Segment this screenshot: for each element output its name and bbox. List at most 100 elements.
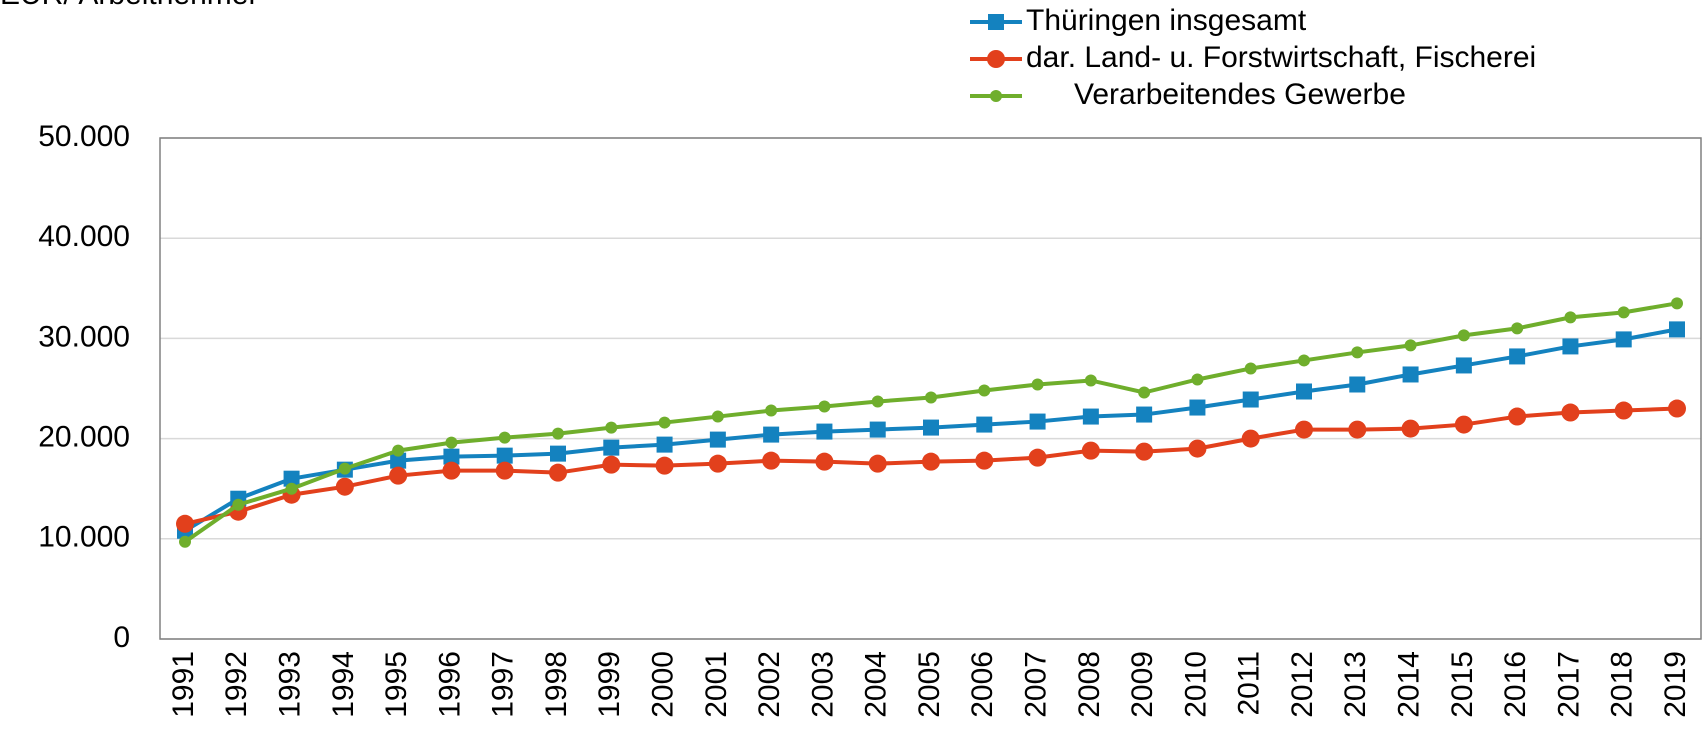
x-tick-label: 2012 <box>1286 651 1319 718</box>
data-point <box>1082 408 1099 425</box>
data-point <box>1404 339 1417 352</box>
data-point <box>603 439 620 456</box>
x-tick-label: 2005 <box>913 651 946 718</box>
data-point <box>1348 420 1367 439</box>
x-tick-label: 1998 <box>540 651 573 718</box>
data-point <box>389 466 408 485</box>
data-point <box>1029 413 1046 430</box>
plot-frame <box>159 137 1702 640</box>
x-tick-label: 2009 <box>1126 651 1159 718</box>
legend-label: dar. Land- u. Forstwirtschaft, Fischerei <box>1026 41 1536 74</box>
data-point <box>338 462 351 475</box>
legend-marker <box>987 50 1005 68</box>
data-point <box>762 451 781 470</box>
data-point <box>232 498 245 511</box>
x-tick-label: 2002 <box>753 651 786 718</box>
data-point <box>1136 406 1153 423</box>
y-axis-label: EUR/ Arbeitnehmer <box>0 0 258 11</box>
x-tick-label: 1997 <box>487 651 520 718</box>
data-point <box>1457 329 1470 342</box>
data-point <box>1668 399 1686 418</box>
data-point <box>1401 419 1420 438</box>
y-tick-label: 10.000 <box>38 521 130 554</box>
x-tick-label: 1994 <box>327 651 360 718</box>
data-point <box>1562 338 1579 355</box>
data-point <box>1508 407 1527 426</box>
x-tick-label: 2016 <box>1499 651 1532 718</box>
data-point <box>815 452 834 471</box>
data-point <box>976 416 993 433</box>
data-point <box>816 423 833 440</box>
data-point <box>708 454 727 473</box>
data-point <box>1564 311 1577 324</box>
legend-marker <box>988 14 1004 30</box>
data-point <box>498 431 511 444</box>
x-tick-label: 1991 <box>167 651 200 718</box>
data-point <box>923 419 939 436</box>
x-tick-label: 2014 <box>1392 651 1425 718</box>
data-point <box>552 427 564 440</box>
data-point <box>390 452 407 469</box>
y-tick-label: 40.000 <box>38 220 130 253</box>
data-point <box>818 400 831 413</box>
data-point <box>1298 354 1310 367</box>
data-point <box>176 514 194 533</box>
data-point <box>765 404 778 417</box>
data-point <box>443 448 460 465</box>
data-point <box>1189 399 1206 416</box>
legend-marker <box>990 90 1002 102</box>
data-point <box>1455 357 1472 374</box>
x-tick-label: 2013 <box>1339 651 1372 718</box>
data-point <box>656 436 673 453</box>
x-tick-label: 2018 <box>1606 651 1639 718</box>
data-point <box>1351 346 1364 359</box>
legend-label: Thüringen insgesamt <box>1026 4 1307 37</box>
data-point <box>1454 415 1473 434</box>
x-tick-label: 2001 <box>700 651 733 718</box>
data-point <box>1138 386 1151 399</box>
data-point <box>1402 366 1419 383</box>
data-point <box>442 461 461 480</box>
data-point <box>1511 322 1524 335</box>
data-point <box>1615 331 1632 348</box>
data-point <box>1617 306 1630 319</box>
data-point <box>549 463 567 482</box>
x-tick-label: 2000 <box>646 651 679 718</box>
y-tick-label: 0 <box>113 621 130 654</box>
x-tick-label: 1993 <box>273 651 306 718</box>
x-tick-label: 2004 <box>860 651 893 718</box>
x-tick-label: 2011 <box>1233 651 1266 716</box>
legend-label: Verarbeitendes Gewerbe <box>1074 78 1406 111</box>
y-tick-label: 50.000 <box>38 120 130 153</box>
data-point <box>1031 378 1044 391</box>
data-point <box>1241 429 1260 448</box>
x-tick-label: 2019 <box>1659 651 1692 718</box>
x-tick-label: 1995 <box>380 651 413 718</box>
data-point <box>495 461 514 480</box>
data-point <box>283 470 300 487</box>
data-point <box>978 384 991 397</box>
data-point <box>868 454 887 473</box>
data-point <box>550 445 566 462</box>
x-tick-label: 2006 <box>966 651 999 718</box>
data-point <box>1296 383 1312 400</box>
data-point <box>1244 362 1257 375</box>
x-tick-label: 1992 <box>220 651 253 718</box>
data-point <box>1295 420 1313 439</box>
x-tick-label: 2003 <box>806 651 839 718</box>
data-point <box>711 410 724 423</box>
data-point <box>1188 439 1207 458</box>
data-point <box>605 421 618 434</box>
data-point <box>975 451 994 470</box>
x-tick-label: 2008 <box>1073 651 1106 718</box>
x-tick-label: 1996 <box>433 651 466 718</box>
data-point <box>925 391 937 404</box>
x-tick-label: 2007 <box>1019 651 1052 718</box>
data-point <box>335 477 354 496</box>
data-point <box>655 456 674 475</box>
data-point <box>1135 442 1154 461</box>
data-point <box>602 455 621 474</box>
y-tick-label: 30.000 <box>38 320 130 353</box>
data-point <box>922 452 940 471</box>
